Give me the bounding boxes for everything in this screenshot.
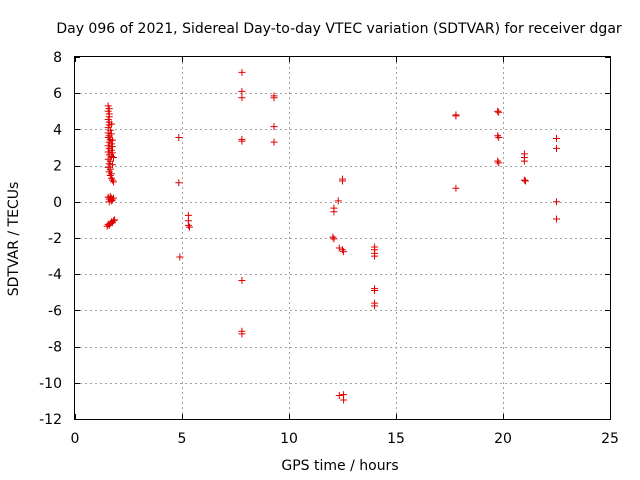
data-point	[521, 177, 529, 185]
data-point	[108, 161, 116, 169]
data-point	[105, 132, 113, 140]
data-points	[103, 68, 560, 404]
data-point	[108, 149, 116, 157]
y-tick-label: 8	[53, 50, 62, 66]
axis-ticks: 0 5 10 15 20 25 -12 -10 -8 -6 -4 -2 0 2 4 6 8	[39, 50, 619, 447]
data-point	[184, 221, 192, 229]
data-point	[495, 108, 503, 116]
y-tick-label: -8	[48, 340, 62, 356]
data-point	[175, 134, 183, 142]
data-point	[495, 159, 503, 167]
data-point	[238, 94, 246, 102]
y-tick-label: 6	[53, 86, 62, 102]
grid	[75, 57, 610, 419]
data-point	[238, 330, 246, 338]
data-point	[238, 277, 246, 285]
x-tick-label: 25	[601, 431, 619, 447]
data-point	[371, 286, 379, 294]
data-point	[553, 144, 560, 152]
x-tick-label: 10	[280, 431, 298, 447]
data-point	[110, 178, 118, 186]
y-tick-label: -12	[39, 412, 62, 428]
data-point	[340, 248, 348, 256]
y-tick-label: 0	[53, 195, 62, 211]
data-point	[108, 136, 116, 144]
y-tick-label: 2	[53, 159, 62, 175]
x-tick-label: 5	[178, 431, 187, 447]
data-point	[371, 252, 379, 260]
data-point	[520, 176, 528, 184]
data-point	[494, 107, 502, 115]
data-point	[553, 134, 560, 142]
data-point	[108, 196, 116, 204]
data-point	[238, 87, 246, 95]
data-point	[452, 112, 460, 120]
x-axis-label: GPS time / hours	[281, 458, 398, 474]
data-point	[108, 176, 116, 184]
data-point	[270, 138, 278, 146]
data-point	[108, 143, 116, 151]
x-tick-label: 20	[494, 431, 512, 447]
data-point	[107, 197, 115, 205]
data-point	[494, 132, 502, 140]
data-point	[175, 179, 183, 187]
y-tick-label: 4	[53, 122, 62, 138]
data-point	[553, 215, 560, 223]
data-point	[238, 68, 246, 76]
data-point	[238, 137, 246, 145]
data-point	[494, 157, 502, 165]
data-point	[334, 197, 342, 205]
data-point	[107, 120, 115, 128]
data-point	[330, 208, 338, 216]
x-tick-label: 0	[71, 431, 80, 447]
plot-frame	[74, 56, 611, 420]
data-point	[111, 216, 119, 224]
data-point	[185, 223, 193, 231]
data-point	[176, 253, 184, 261]
data-point	[330, 235, 338, 243]
x-tick-label: 15	[387, 431, 405, 447]
data-point	[270, 94, 278, 102]
data-point	[452, 184, 460, 192]
data-point	[339, 177, 346, 185]
y-tick-label: -6	[48, 303, 62, 319]
data-point	[371, 302, 379, 310]
data-point	[110, 217, 118, 225]
y-axis-label: SDTVAR / TECUs	[6, 182, 22, 297]
chart-title: Day 096 of 2021, Sidereal Day-to-day VTE…	[56, 21, 622, 37]
data-point	[329, 233, 337, 241]
data-point	[110, 153, 118, 161]
data-point	[520, 157, 528, 165]
y-tick-label: -2	[48, 231, 62, 247]
data-point	[495, 134, 503, 142]
data-point	[553, 198, 560, 206]
data-point	[340, 396, 348, 404]
data-point	[335, 391, 343, 399]
y-tick-label: -10	[39, 376, 62, 392]
data-point	[270, 123, 278, 131]
data-point	[335, 244, 343, 252]
data-point	[106, 192, 114, 200]
data-point	[339, 246, 346, 254]
y-tick-label: -4	[48, 267, 62, 283]
data-point	[107, 174, 115, 182]
data-point	[105, 160, 113, 168]
